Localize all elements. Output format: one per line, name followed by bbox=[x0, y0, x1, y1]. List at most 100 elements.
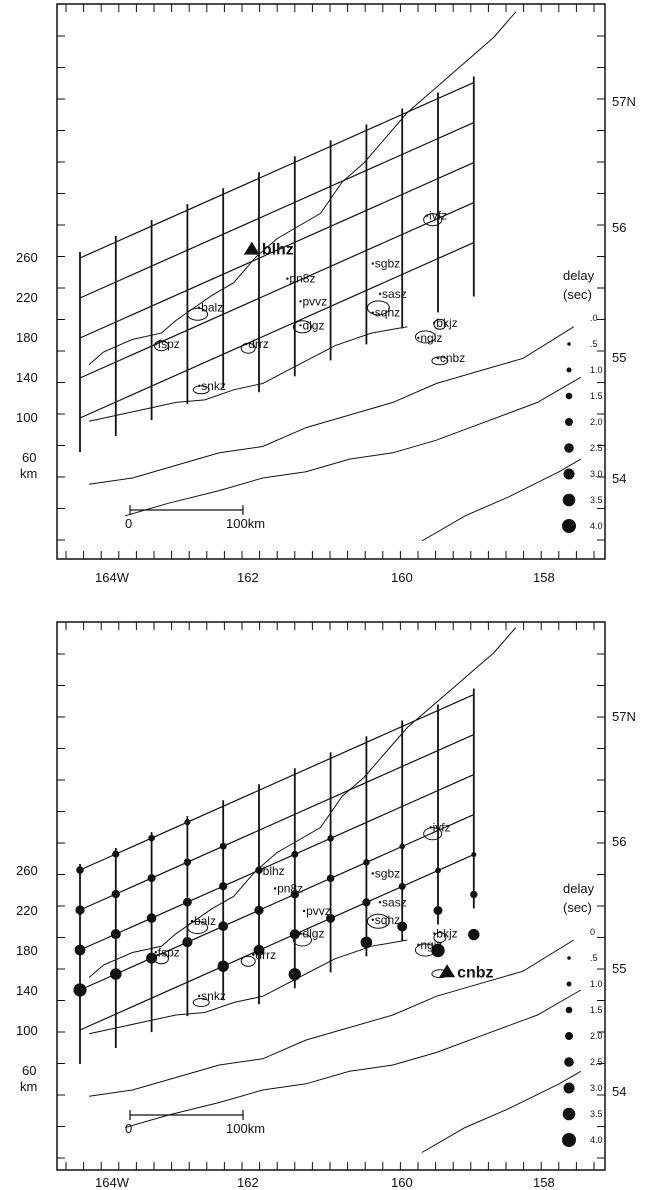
legend-label: 2.0 bbox=[590, 417, 603, 427]
km-unit: km bbox=[20, 1079, 37, 1094]
lat-label: 56 bbox=[612, 834, 626, 849]
legend-dot bbox=[565, 418, 573, 426]
station-marker bbox=[433, 932, 436, 935]
delay-dot bbox=[291, 850, 299, 858]
lon-label: 162 bbox=[237, 570, 259, 585]
delay-dot bbox=[182, 937, 193, 948]
station-marker bbox=[245, 343, 248, 346]
legend-label: .5 bbox=[590, 953, 598, 963]
delay-dot bbox=[433, 906, 443, 915]
delay-dot bbox=[254, 905, 264, 915]
delay-dot bbox=[360, 936, 373, 949]
station-marker bbox=[252, 953, 255, 956]
delay-dot bbox=[468, 928, 480, 941]
delay-dot bbox=[184, 819, 191, 826]
km-label: 100 bbox=[16, 1023, 38, 1038]
island bbox=[366, 913, 390, 929]
delay-dot bbox=[74, 944, 86, 956]
scale-bar-line bbox=[129, 505, 244, 515]
scale-bar: 0 100km bbox=[125, 1110, 265, 1136]
source-station-triangle bbox=[439, 964, 456, 978]
coastline-segment bbox=[88, 939, 408, 1035]
legend-dot bbox=[564, 443, 574, 453]
legend-dot bbox=[565, 1032, 573, 1040]
coastline-segment bbox=[88, 11, 517, 365]
legend-label: 1.0 bbox=[590, 979, 603, 989]
delay-dot bbox=[111, 889, 121, 899]
island bbox=[240, 955, 256, 967]
delay-dot bbox=[183, 897, 192, 907]
delay-dot bbox=[399, 843, 406, 850]
km-label: 60 bbox=[22, 1063, 36, 1078]
lon-label: 158 bbox=[533, 1175, 555, 1190]
legend-title: delay bbox=[563, 881, 595, 896]
station-label-sgbz: sgbz bbox=[375, 867, 400, 881]
source-station-triangle bbox=[243, 241, 260, 255]
grid-line-along-strike bbox=[79, 814, 475, 991]
legend-dot bbox=[565, 1006, 573, 1014]
island bbox=[423, 213, 443, 227]
delay-dot bbox=[253, 944, 265, 956]
legend-dot bbox=[567, 342, 571, 346]
legend-label: 0 bbox=[590, 927, 595, 937]
grid-line-along-strike bbox=[79, 162, 475, 339]
legend-label: 2.5 bbox=[590, 443, 603, 453]
island bbox=[414, 330, 436, 344]
map-frame bbox=[56, 621, 606, 1171]
legend-dot bbox=[566, 367, 572, 373]
depth-grid bbox=[79, 76, 475, 452]
coastline-segment bbox=[421, 458, 582, 542]
delay-dot bbox=[363, 859, 370, 866]
frame-ticks bbox=[57, 622, 605, 1170]
station-marker bbox=[299, 324, 302, 327]
scale-bar-end: 100km bbox=[226, 516, 265, 531]
coastline-segment bbox=[125, 989, 582, 1128]
grid-line-along-strike bbox=[79, 242, 475, 419]
station-label-balz: balz bbox=[194, 914, 216, 928]
lon-label: 164W bbox=[95, 1175, 130, 1190]
station-label-ngiz: ngiz bbox=[420, 938, 442, 952]
legend-label: 1.0 bbox=[590, 365, 603, 375]
legend-items: 0 .5 1.0 1.5 2.0 2.5 3.0 3.5 4.0 bbox=[562, 927, 603, 1147]
coastline bbox=[88, 627, 582, 1153]
delay-dot bbox=[148, 834, 155, 842]
scale-bar: 0 100km bbox=[125, 505, 265, 531]
delay-dot bbox=[110, 929, 121, 940]
delay-dot bbox=[397, 921, 408, 932]
station-marker bbox=[371, 311, 374, 314]
lon-label: 160 bbox=[391, 1175, 413, 1190]
station-label-bkjz: bkjz bbox=[436, 927, 457, 941]
station-label-pvvz: pvvz bbox=[302, 294, 327, 308]
legend-label: .0 bbox=[590, 313, 598, 323]
station-marker bbox=[302, 909, 306, 913]
lon-label: 162 bbox=[237, 1175, 259, 1190]
delay-dot bbox=[146, 952, 158, 964]
legend-items: .0 .5 1.0 1.5 2.0 2.5 3.0 3.5 4.0 bbox=[562, 313, 603, 533]
delay-dot bbox=[435, 867, 441, 874]
station-label-drrz: drrz bbox=[255, 948, 276, 962]
station-label-pn8z: pn8z bbox=[277, 882, 303, 896]
legend-dot bbox=[566, 981, 572, 987]
lon-label: 160 bbox=[391, 570, 413, 585]
station-label-sasz: sasz bbox=[382, 287, 407, 301]
station-marker bbox=[299, 300, 302, 303]
station-label-cnbz: cnbz bbox=[457, 964, 493, 981]
lat-axis: 57N 56 55 54 bbox=[612, 709, 636, 1099]
station-marker bbox=[154, 343, 157, 346]
scale-bar-line bbox=[129, 1110, 244, 1120]
legend-unit: (sec) bbox=[563, 900, 592, 915]
delay-dot bbox=[76, 866, 84, 874]
lon-axis: 164W 162 160 158 bbox=[95, 570, 555, 585]
delay-dot bbox=[217, 960, 229, 972]
island bbox=[423, 827, 443, 841]
delay-dot bbox=[290, 890, 299, 899]
station-label-snkz: snkz bbox=[201, 989, 226, 1003]
station-marker bbox=[197, 994, 201, 998]
km-label: 60 bbox=[22, 450, 36, 465]
grid-line-along-strike bbox=[79, 774, 475, 951]
grid-line-along-strike bbox=[79, 734, 475, 911]
map-panel-top: blhz pn8z pvvz balz dlgz drrz fspz snkz sgbz sasz… bbox=[16, 3, 636, 585]
station-label-blhz: blhz bbox=[262, 242, 294, 259]
